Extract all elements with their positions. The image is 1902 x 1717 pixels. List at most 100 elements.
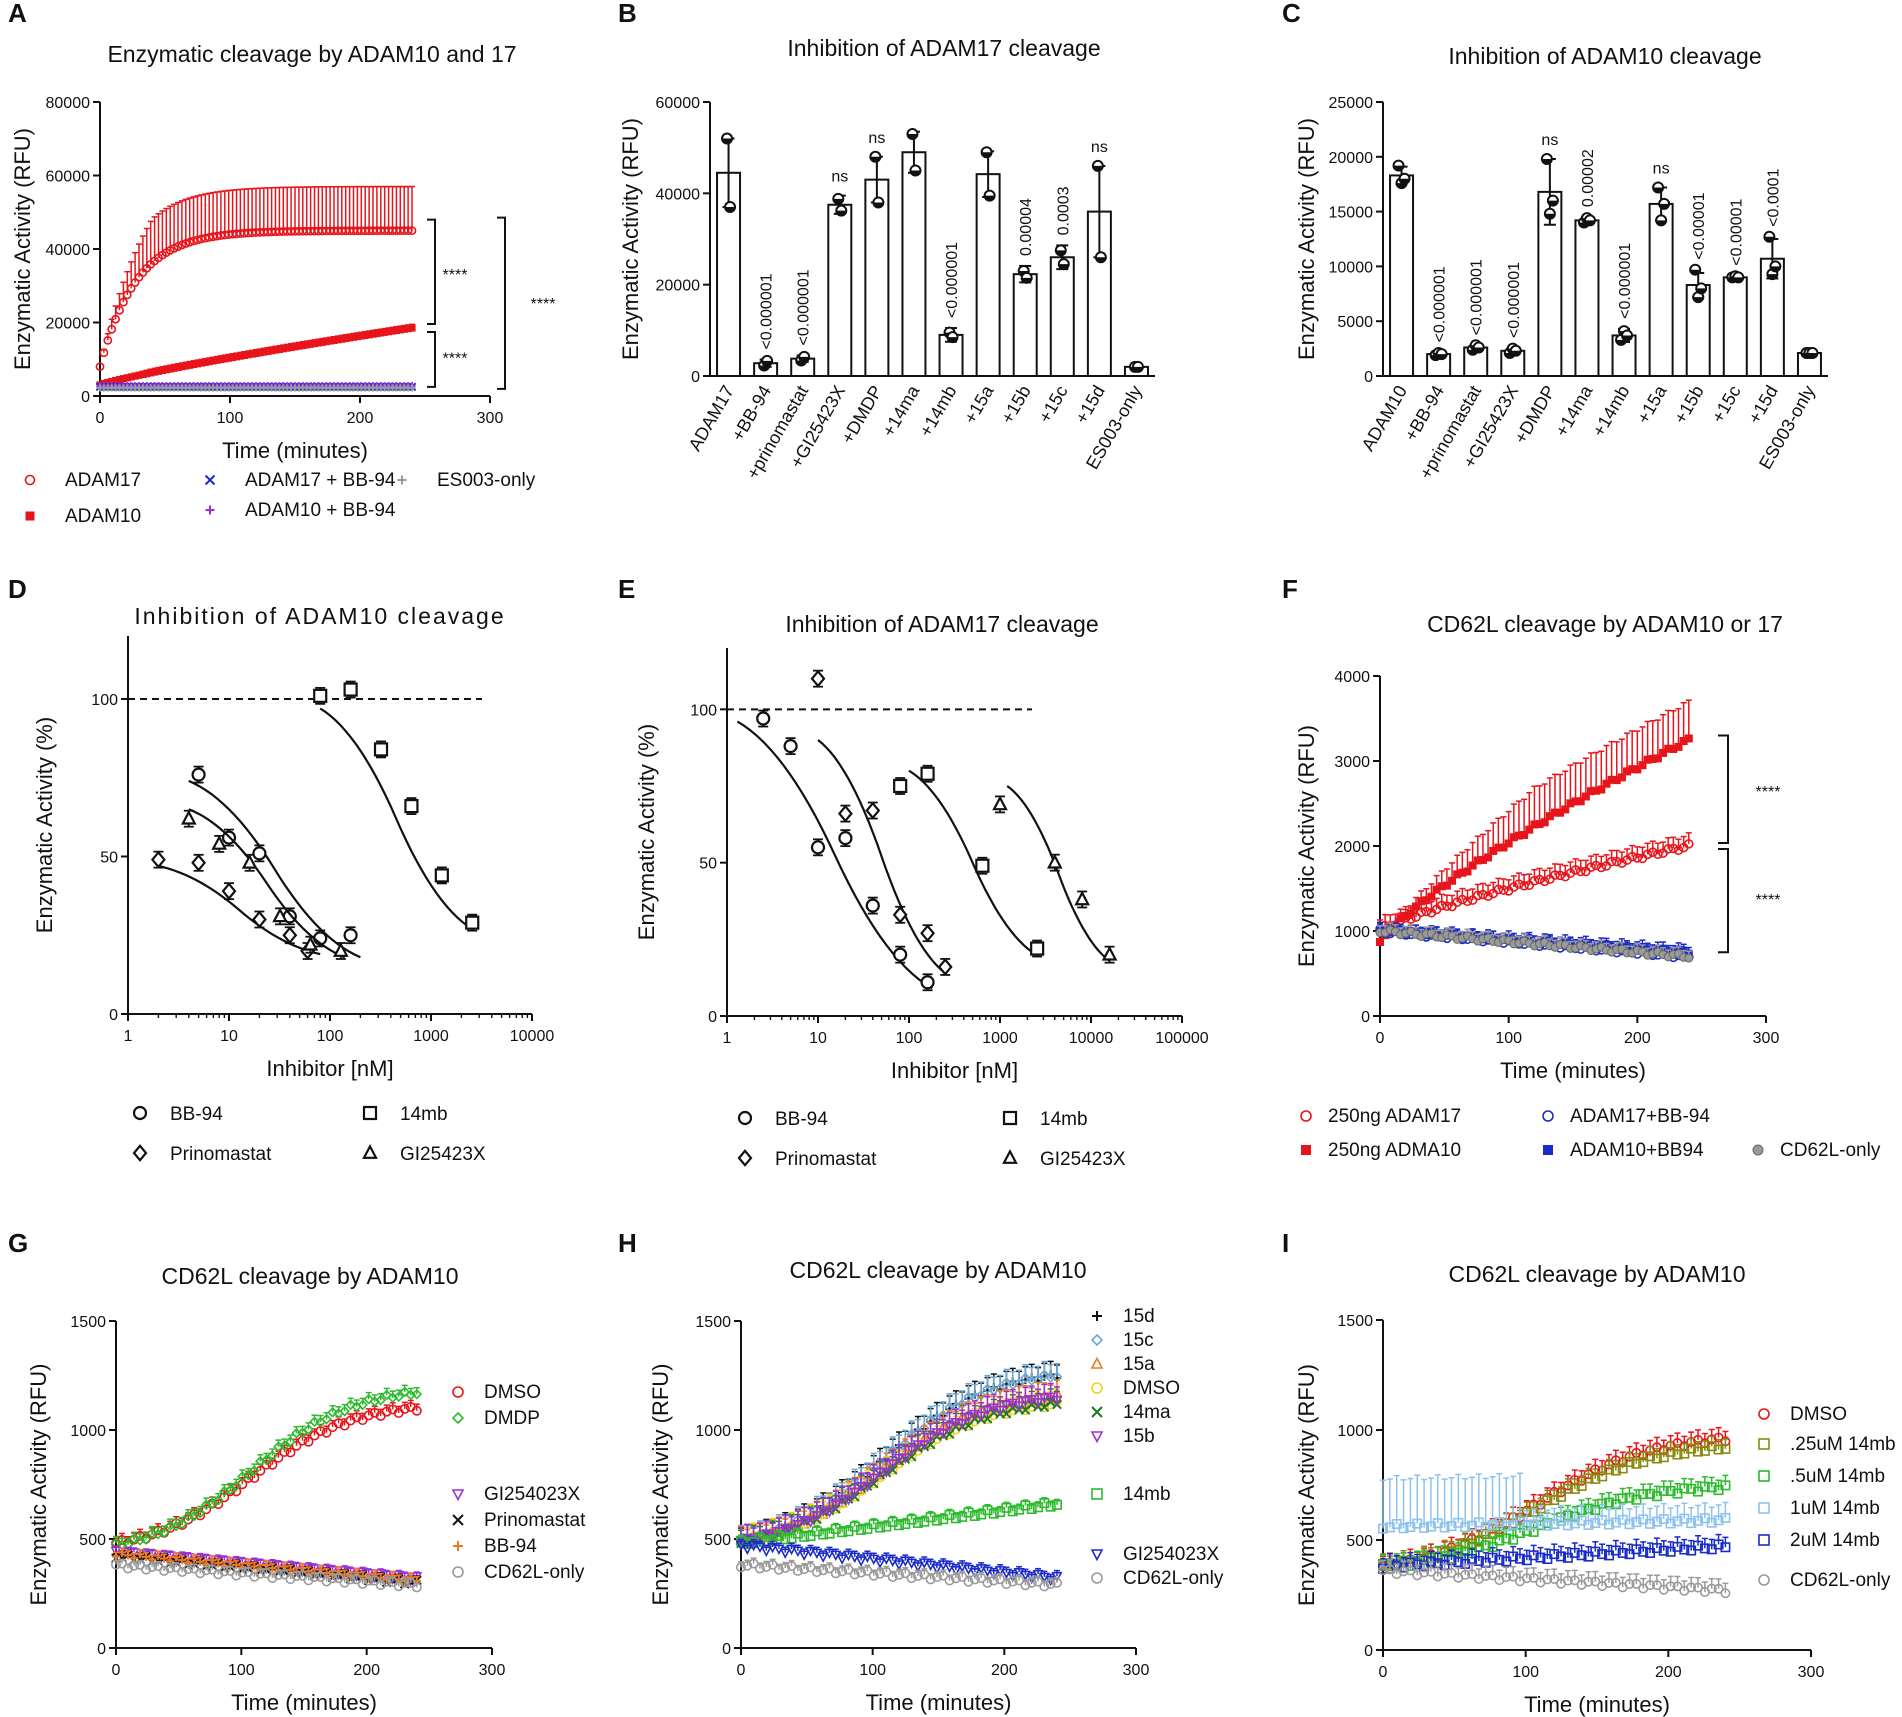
data-point — [1529, 875, 1540, 886]
data-point — [1406, 909, 1415, 918]
data-point — [111, 1559, 122, 1570]
significance-label: ns — [831, 169, 848, 186]
legend-label: ADAM10+BB94 — [1570, 1140, 1704, 1161]
data-point — [1101, 945, 1118, 961]
data-point — [201, 1565, 212, 1576]
data-point — [754, 1563, 765, 1574]
data-point — [271, 346, 280, 354]
data-point — [399, 1403, 410, 1414]
data-point-half — [1436, 354, 1447, 360]
data-point — [363, 1410, 374, 1421]
data-point — [1051, 1395, 1063, 1407]
data-point — [177, 1555, 187, 1565]
data-point — [837, 1566, 848, 1577]
series-adam17 — [95, 185, 417, 371]
data-point — [345, 1399, 356, 1411]
y-tick-label: 40000 — [46, 242, 91, 259]
data-point — [159, 1554, 169, 1563]
legend-label: BB-94 — [775, 1109, 828, 1130]
data-point — [912, 1440, 924, 1451]
significance-bracket — [1718, 734, 1729, 844]
significance-label: 0.00004 — [1018, 198, 1035, 256]
significance-label: **** — [443, 350, 468, 367]
data-point — [286, 1565, 295, 1574]
x-tick-label: 10000 — [510, 1028, 555, 1045]
x-axis-label: Time (minutes) — [1524, 1692, 1670, 1717]
data-point — [865, 801, 881, 820]
x-axis-label: Time (minutes) — [222, 438, 368, 463]
data-point — [1427, 892, 1436, 901]
data-point — [128, 1533, 140, 1545]
data-point — [1463, 867, 1472, 876]
data-point — [244, 1559, 253, 1568]
data-point — [381, 328, 389, 336]
legend-label: 14ma — [1123, 1402, 1171, 1423]
data-point — [131, 372, 139, 380]
data-point — [129, 1560, 140, 1571]
chart-e: 0 50 100 1 10 100 1000 10000 100000 Inhibition of… — [634, 611, 1209, 1170]
chart-f: 0 1000 2000 3000 4000 0 100 200 300 CD62L cleavag… — [1294, 611, 1881, 1161]
data-point — [1020, 1372, 1031, 1384]
data-point-half — [833, 198, 844, 204]
data-point — [385, 328, 393, 336]
bar-group: +15d <0.0001 — [1744, 168, 1785, 427]
y-tick-label: 0 — [97, 1641, 106, 1658]
data-point — [912, 1562, 924, 1573]
data-point — [944, 1575, 955, 1586]
x-tick-label: 100 — [1512, 1664, 1539, 1681]
data-point — [1586, 862, 1596, 872]
y-tick-label: 0 — [109, 1007, 118, 1024]
data-point — [345, 1574, 356, 1585]
data-point — [200, 233, 210, 243]
data-point — [327, 1573, 338, 1584]
fit-curve — [1006, 785, 1111, 962]
data-point — [1478, 889, 1488, 900]
data-point — [108, 377, 116, 386]
chart-g: 0 500 1000 1500 0 100 200 300 CD62L cleavage by … — [26, 1263, 586, 1715]
legend: ADAM17 ADAM10 ADAM17 + BB-94 ADAM10 + BB-94… — [24, 470, 536, 527]
data-point — [304, 1567, 313, 1576]
data-point — [830, 1568, 841, 1579]
data-point — [1509, 833, 1518, 842]
data-point — [326, 337, 334, 345]
series-bb-94 — [188, 765, 361, 959]
legend-label: GI25423X — [1040, 1149, 1126, 1170]
data-point — [893, 947, 908, 962]
data-point — [855, 1556, 867, 1567]
data-point — [194, 1507, 206, 1519]
fit-curve — [908, 769, 1037, 956]
data-point — [1679, 736, 1688, 745]
legend: DMSO DMDP GI254023X Prinomastat BB-94 CD62L-o… — [451, 1382, 586, 1583]
data-point — [272, 907, 288, 923]
data-point — [1643, 755, 1652, 764]
bar — [1574, 219, 1600, 377]
data-point — [373, 329, 381, 338]
data-point — [1561, 805, 1570, 814]
significance-label: <0.000001 — [1506, 262, 1523, 338]
data-point — [868, 1519, 879, 1530]
data-point — [177, 240, 187, 250]
y-tick-label: 60000 — [656, 95, 701, 112]
data-point — [213, 356, 221, 364]
data-point — [159, 1565, 170, 1576]
y-axis-label: Enzymatic Activity (RFU) — [1294, 1364, 1319, 1606]
data-point — [799, 1564, 810, 1575]
data-point — [982, 1577, 993, 1588]
data-point — [811, 1567, 822, 1578]
data-point — [779, 1548, 791, 1559]
data-point — [115, 375, 124, 384]
data-point — [830, 1523, 841, 1534]
legend-label: BB-94 — [170, 1104, 223, 1125]
data-point — [127, 373, 135, 381]
data-point — [810, 669, 826, 688]
significance-label: <0.000001 — [796, 269, 813, 345]
data-point — [1534, 874, 1545, 885]
y-axis-label: Enzymatic Activity (RFU) — [10, 128, 35, 370]
data-point-half — [1541, 158, 1552, 164]
data-point — [811, 1526, 822, 1537]
data-point — [792, 1528, 803, 1539]
bar — [827, 203, 853, 377]
legend-marker — [451, 1489, 465, 1502]
data-point-half — [1132, 366, 1143, 372]
data-point — [369, 330, 377, 338]
